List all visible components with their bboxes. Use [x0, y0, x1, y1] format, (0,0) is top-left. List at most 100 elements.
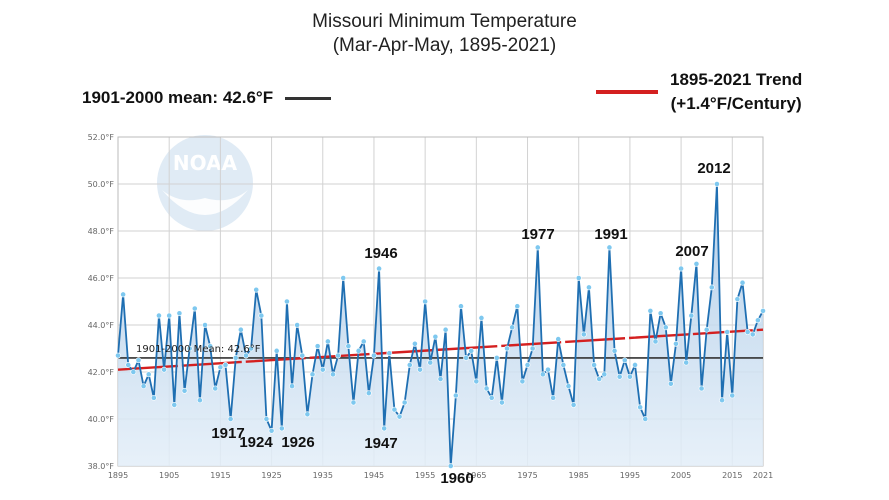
year-annotation: 1947	[364, 435, 397, 452]
data-point	[330, 371, 336, 378]
data-point	[145, 371, 152, 378]
chart-subtitle: (Mar-Apr-May, 1895-2021)	[332, 35, 557, 56]
data-point	[719, 397, 725, 404]
data-point	[570, 401, 577, 408]
data-point	[703, 326, 710, 333]
y-tick-label: 38.0°F	[88, 462, 115, 471]
x-tick-label: 1955	[415, 471, 435, 480]
x-tick-label: 1935	[313, 471, 333, 480]
data-point	[499, 399, 505, 406]
data-point	[386, 350, 393, 357]
data-point	[427, 359, 434, 366]
year-annotation: 1991	[594, 226, 627, 243]
data-point	[627, 373, 633, 380]
data-point	[309, 371, 316, 378]
data-point	[483, 385, 490, 392]
data-point	[744, 329, 751, 335]
data-point	[447, 463, 454, 469]
data-point	[442, 326, 449, 333]
data-point	[360, 338, 367, 345]
legend-mean-swatch	[285, 96, 332, 100]
x-tick-label: 1975	[517, 471, 537, 480]
data-point	[268, 427, 275, 434]
data-point	[601, 371, 608, 378]
data-point	[422, 298, 429, 305]
data-point	[284, 298, 290, 305]
data-point	[560, 362, 567, 368]
year-annotation: 1946	[364, 245, 397, 262]
year-annotation: 1924	[239, 434, 273, 451]
data-point	[724, 329, 731, 335]
data-point	[166, 312, 173, 319]
data-point	[248, 345, 254, 352]
data-point	[314, 343, 321, 350]
data-point	[478, 315, 485, 321]
data-point	[243, 352, 249, 359]
data-point	[683, 359, 690, 366]
data-point	[181, 387, 188, 394]
data-point	[232, 354, 239, 361]
data-point	[340, 275, 347, 281]
x-tick-label: 2021	[753, 471, 773, 480]
chart-title: Missouri Minimum Temperature	[312, 11, 577, 32]
data-point	[176, 310, 183, 317]
data-point	[565, 383, 572, 389]
year-annotation: 2007	[675, 243, 708, 260]
data-point	[514, 303, 521, 310]
data-point	[458, 303, 464, 310]
data-point	[319, 366, 326, 373]
year-annotation: 1960	[440, 470, 473, 487]
data-point	[749, 331, 756, 338]
data-point	[550, 394, 557, 401]
data-point	[519, 378, 526, 385]
x-tick-label: 1995	[620, 471, 640, 480]
data-point	[258, 312, 265, 319]
data-point	[678, 265, 684, 272]
year-annotation: 2012	[697, 160, 730, 177]
data-point	[304, 411, 311, 418]
data-point	[401, 399, 408, 406]
data-point	[667, 380, 674, 387]
data-point	[529, 345, 536, 352]
data-point	[171, 401, 178, 408]
data-point	[371, 352, 377, 359]
data-point	[299, 352, 306, 359]
data-point	[417, 366, 423, 373]
data-point	[575, 275, 582, 281]
data-point	[606, 244, 613, 251]
data-point	[222, 362, 229, 368]
data-point	[437, 376, 444, 382]
y-tick-label: 44.0°F	[88, 321, 115, 330]
data-point	[161, 366, 167, 373]
data-point	[642, 416, 649, 422]
x-tick-label: 2015	[722, 471, 742, 480]
chart-title-block: Missouri Minimum Temperature (Mar-Apr-Ma…	[0, 10, 889, 58]
data-point	[468, 347, 475, 354]
data-point	[734, 296, 741, 303]
data-point	[335, 352, 342, 359]
year-annotation: 1977	[521, 226, 554, 243]
legend-trend-swatch	[596, 90, 658, 94]
data-point	[324, 338, 331, 345]
data-point	[493, 354, 500, 361]
data-point	[202, 322, 208, 328]
data-point	[616, 373, 623, 380]
data-point	[586, 284, 592, 291]
year-annotation: 1926	[281, 434, 314, 451]
data-point	[545, 366, 551, 373]
data-point	[662, 324, 669, 331]
data-point	[115, 352, 121, 359]
data-point	[406, 362, 413, 368]
y-tick-label: 52.0°F	[88, 133, 115, 142]
x-tick-label: 1925	[261, 471, 281, 480]
data-point	[237, 326, 244, 333]
legend-mean-label: 1901-2000 mean: 42.6°F	[82, 88, 274, 107]
data-point	[754, 317, 761, 324]
data-point	[125, 362, 132, 368]
data-point	[345, 343, 352, 350]
legend-trend: 1895-2021 Trend (+1.4°F/Century)	[596, 68, 802, 116]
legend-trend-rate: (+1.4°F/Century)	[670, 94, 802, 113]
data-point	[652, 338, 659, 345]
x-tick-label: 1965	[466, 471, 486, 480]
